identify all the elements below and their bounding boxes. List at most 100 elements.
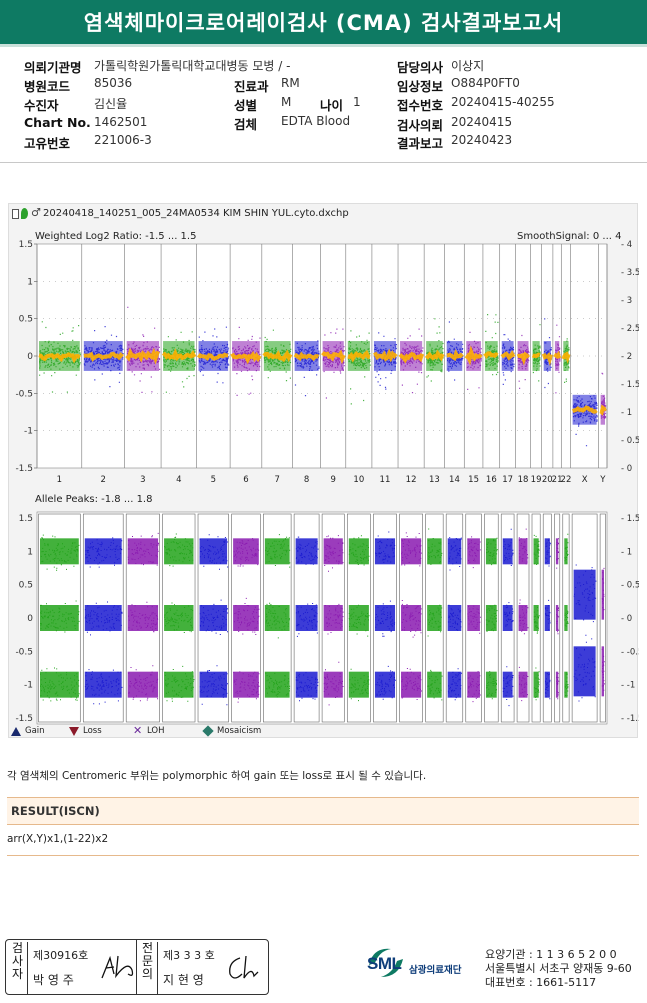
ratio-tick-label: 0.5	[19, 315, 33, 325]
allele-tick-label: 1	[27, 547, 33, 557]
chromosome-label: 17	[502, 475, 513, 485]
chromosome-label: 22	[561, 475, 572, 485]
allele-band	[199, 665, 228, 706]
allele-tick-label: 1.5	[19, 514, 33, 524]
smooth-signal-line	[561, 351, 571, 364]
allele-scatter	[533, 667, 540, 701]
allele-band-core	[447, 671, 462, 698]
allele-chromosome-box	[399, 513, 423, 723]
allele-band	[518, 528, 529, 565]
allele-chromosome-box	[321, 513, 345, 723]
allele-band-core	[544, 605, 550, 631]
sml-logo: SML 삼광의료재단	[365, 945, 480, 981]
chromosome-label: 11	[380, 475, 391, 485]
allele-band-core	[485, 538, 497, 565]
allele-band	[199, 599, 229, 635]
allele-scatter	[545, 538, 551, 567]
allele-scatter	[128, 665, 159, 702]
allele-scatter	[233, 538, 260, 567]
ratio-label: Weighted Log2 Ratio: -1.5 ... 1.5	[35, 231, 197, 242]
allele-band	[485, 671, 497, 700]
allele-band-core	[518, 605, 528, 631]
chromosome-label: 1	[57, 475, 62, 485]
smooth-signal-line	[553, 350, 562, 360]
allele-band	[533, 605, 540, 634]
divider	[0, 162, 647, 163]
allele-band	[555, 538, 559, 569]
examiner-signature	[101, 955, 134, 979]
chromosome-label: 9	[330, 475, 335, 485]
allele-band	[485, 604, 498, 632]
smooth-tick-label: - 2	[621, 352, 632, 362]
examiner-name: 박 영 주	[33, 973, 74, 987]
allele-scatter	[324, 603, 344, 635]
allele-scatter	[448, 537, 462, 571]
allele-band	[233, 597, 260, 635]
allele-band	[295, 603, 318, 637]
smooth-signal-line	[398, 351, 425, 364]
smooth-signal-line	[541, 352, 553, 367]
smooth-signal-line	[321, 349, 346, 365]
allele-band	[84, 669, 123, 705]
allele-scatter	[467, 536, 481, 569]
allele-band	[518, 666, 529, 702]
allele-band-core	[233, 671, 259, 698]
loss-icon	[69, 727, 79, 736]
allele-band	[84, 537, 123, 568]
allele-band	[544, 538, 551, 567]
allele-band-core	[502, 671, 513, 698]
chromosome-label: 6	[243, 475, 248, 485]
smooth-signal-line	[347, 349, 371, 363]
chromosome-label: 4	[176, 475, 181, 485]
unique-value: 221006-3	[94, 133, 152, 147]
allele-scatter	[427, 528, 443, 565]
allele-chromosome-box	[346, 513, 371, 723]
confirmer-name: 지 현 영	[163, 973, 204, 987]
smooth-signal-line	[571, 405, 598, 414]
allele-chromosome-box	[162, 513, 196, 723]
allele-chromosome-box	[82, 513, 124, 723]
clinical-value: O884P0FT0	[451, 76, 520, 90]
allele-band-core	[164, 605, 194, 631]
allele-chromosome-box	[484, 513, 499, 723]
allele-band-core	[323, 671, 343, 698]
chromosome-label: 14	[449, 475, 460, 485]
allele-band	[533, 667, 540, 701]
specimen-value: EDTA Blood	[281, 114, 351, 128]
allele-band-core	[348, 538, 369, 565]
allele-band	[564, 671, 569, 698]
allele-tick-label-right: - 1	[621, 547, 632, 557]
allele-band	[84, 601, 123, 636]
allele-tick-label-right: - 0	[621, 614, 632, 624]
org-phone: 대표번호 : 1661-5117	[485, 976, 597, 989]
allele-scatter	[485, 604, 498, 632]
chromosome-label: 15	[468, 475, 479, 485]
chromosome-label: 20	[542, 475, 553, 485]
allele-band	[164, 602, 194, 633]
allele-band	[401, 532, 422, 567]
ratio-tick-label: -0.5	[15, 389, 33, 399]
allele-band	[601, 567, 605, 620]
allele-band	[233, 671, 260, 703]
chromosome-label: 8	[304, 475, 309, 485]
allele-scatter	[265, 672, 291, 698]
confirmer-label: 전문의	[138, 942, 158, 994]
allele-band-core	[374, 538, 396, 565]
ratio-tick-label: 0	[27, 352, 33, 362]
institution-label: 의뢰기관명	[24, 60, 82, 75]
allele-band-core	[374, 671, 396, 698]
smooth-signal-line	[38, 352, 82, 364]
allele-tick-label: -0.5	[15, 647, 33, 657]
allele-band	[573, 634, 596, 702]
legend-mosaicism: Mosaicism	[217, 726, 262, 736]
allele-band	[164, 665, 195, 702]
chromosome-label: 16	[486, 475, 497, 485]
allele-band	[233, 538, 260, 567]
allele-band	[127, 665, 159, 702]
allele-band	[467, 605, 481, 634]
allele-scatter	[295, 603, 318, 637]
allele-tick-label: -1.5	[15, 714, 33, 724]
allele-chromosome-box	[293, 513, 320, 723]
allele-band	[295, 671, 319, 702]
smooth-label: SmoothSignal: 0 ... 4	[517, 231, 622, 242]
